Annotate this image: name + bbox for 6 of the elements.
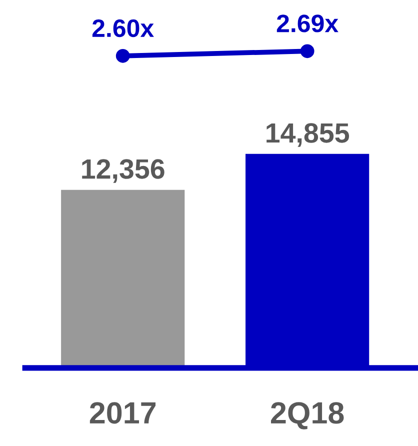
data-label: 2.69x (276, 14, 338, 32)
x-tick-label: 2017 (90, 402, 156, 424)
data-label: 12,356 (82, 159, 164, 183)
data-label: 2.60x (92, 19, 154, 38)
x-tick-label: 2Q18 (271, 402, 344, 430)
data-label: 14,855 (266, 123, 350, 147)
